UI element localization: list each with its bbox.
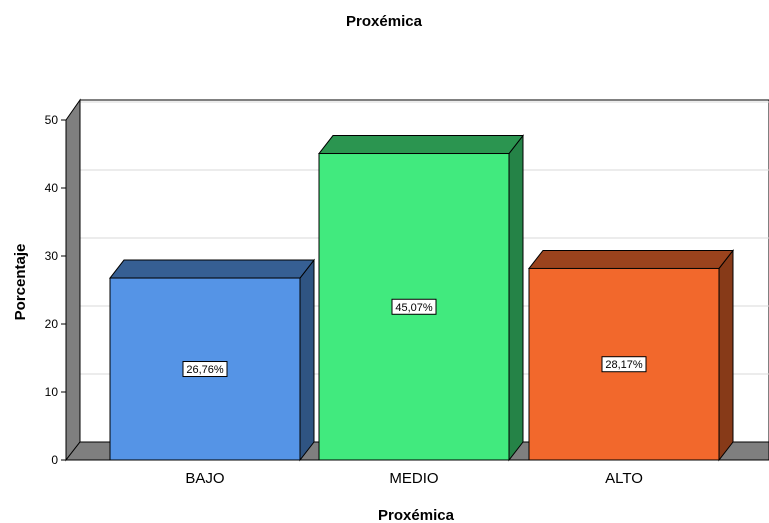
data-label-box [182, 361, 228, 378]
bar-top-medio [317, 135, 525, 155]
y-tick-label: 40 [45, 181, 59, 195]
bar-top-bajo [108, 259, 316, 279]
x-tick-label: MEDIO [389, 470, 438, 487]
left-wall [65, 98, 81, 462]
bar-side-bajo [299, 258, 315, 462]
y-tick-label: 0 [51, 453, 58, 467]
y-tick-label: 30 [45, 249, 59, 263]
data-label: 26,76% [186, 364, 224, 376]
x-axis-title: Proxémica [378, 507, 455, 523]
data-label: 45,07% [395, 302, 433, 314]
data-label: 28,17% [605, 359, 643, 371]
data-label-box [391, 298, 437, 315]
x-tick-label: BAJO [185, 470, 224, 487]
bar-side-alto [718, 248, 734, 462]
y-tick-label: 50 [45, 113, 59, 127]
bar-top-alto [527, 249, 735, 269]
y-tick-label: 10 [45, 385, 59, 399]
chart-title: Proxémica [346, 13, 423, 30]
data-label-box [601, 356, 647, 373]
y-axis-title: Porcentaje [12, 244, 29, 321]
x-tick-label: ALTO [605, 470, 643, 487]
bar-side-medio [508, 134, 524, 462]
y-tick-label: 20 [45, 317, 59, 331]
